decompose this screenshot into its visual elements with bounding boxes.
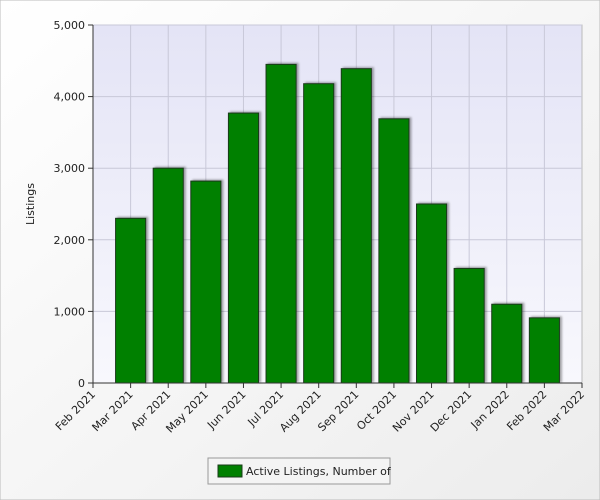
bar <box>190 180 222 384</box>
legend-swatch <box>217 464 243 478</box>
bar <box>491 303 523 384</box>
y-axis-title: Listings <box>24 183 37 225</box>
bar <box>453 267 485 384</box>
bar <box>528 317 560 384</box>
bar <box>415 203 448 384</box>
bar <box>227 112 260 384</box>
bar <box>152 167 184 384</box>
bar <box>378 118 410 384</box>
y-tick-label: 2,000 <box>54 234 86 247</box>
y-tick-label: 1,000 <box>54 305 86 318</box>
y-tick-label: 4,000 <box>54 91 86 104</box>
legend: Active Listings, Number of <box>207 457 392 485</box>
y-tick-label: 5,000 <box>54 19 86 32</box>
bar <box>340 68 372 384</box>
legend-label: Active Listings, Number of <box>246 465 392 478</box>
y-tick-label: 3,000 <box>54 162 86 175</box>
bar <box>303 83 335 384</box>
bar <box>115 217 147 384</box>
y-tick-label: 0 <box>78 377 85 390</box>
bar <box>265 63 297 384</box>
